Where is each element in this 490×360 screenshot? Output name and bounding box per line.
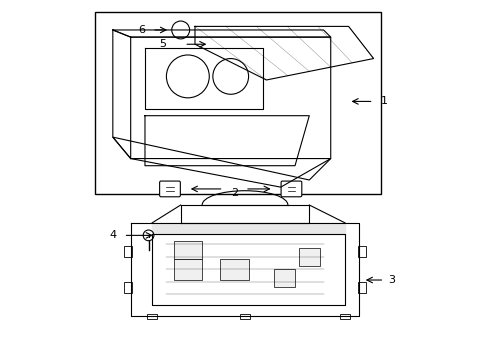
Text: 2: 2	[231, 188, 238, 198]
Bar	[147, 314, 157, 319]
Text: 4: 4	[109, 230, 117, 240]
Bar	[123, 282, 132, 293]
Bar	[358, 282, 367, 293]
Bar	[358, 246, 367, 257]
Polygon shape	[152, 223, 345, 234]
Bar	[220, 258, 248, 280]
Text: 1: 1	[381, 96, 388, 107]
Text: 5: 5	[159, 39, 167, 49]
Bar	[340, 314, 350, 319]
Text: 6: 6	[138, 25, 145, 35]
FancyBboxPatch shape	[281, 181, 302, 197]
Bar	[298, 248, 320, 266]
Bar	[173, 241, 202, 258]
Bar	[173, 258, 202, 280]
Bar	[95, 12, 381, 194]
Bar	[273, 269, 295, 287]
Bar	[240, 314, 250, 319]
Bar	[123, 246, 132, 257]
FancyBboxPatch shape	[160, 181, 180, 197]
Text: 3: 3	[388, 275, 395, 285]
